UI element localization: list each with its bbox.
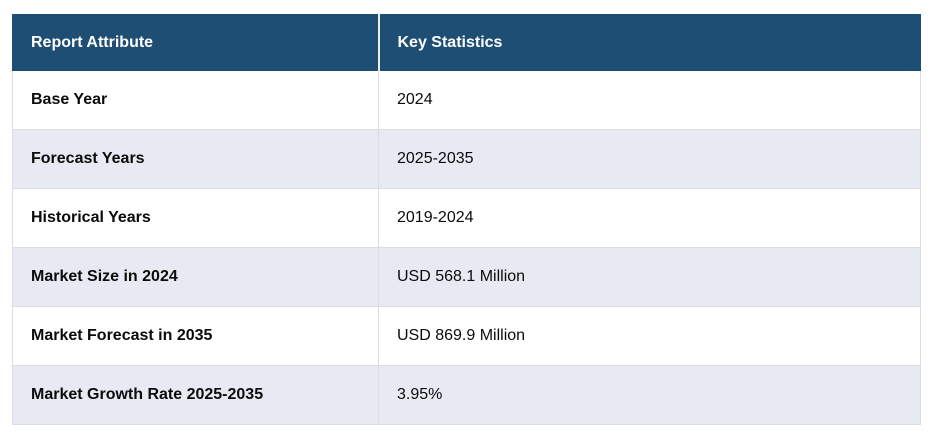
value-cell-market-growth-rate: 3.95% xyxy=(378,365,921,425)
value-cell-base-year: 2024 xyxy=(378,70,921,130)
table-row-base-year: Base Year 2024 xyxy=(12,70,921,130)
table-header-row: Report Attribute Key Statistics xyxy=(12,14,921,71)
value-cell-market-size: USD 568.1 Million xyxy=(378,247,921,307)
attribute-cell-base-year: Base Year xyxy=(12,70,379,130)
column-header-report-attribute: Report Attribute xyxy=(12,14,379,71)
table-row-market-size: Market Size in 2024 USD 568.1 Million xyxy=(12,247,921,307)
column-header-key-statistics: Key Statistics xyxy=(377,14,921,71)
attribute-cell-historical-years: Historical Years xyxy=(12,188,379,248)
table-row-forecast-years: Forecast Years 2025-2035 xyxy=(12,129,921,189)
attribute-cell-market-size: Market Size in 2024 xyxy=(12,247,379,307)
attribute-cell-market-forecast: Market Forecast in 2035 xyxy=(12,306,379,366)
report-statistics-table: Report Attribute Key Statistics Base Yea… xyxy=(12,14,921,425)
value-cell-historical-years: 2019-2024 xyxy=(378,188,921,248)
value-cell-forecast-years: 2025-2035 xyxy=(378,129,921,189)
attribute-cell-forecast-years: Forecast Years xyxy=(12,129,379,189)
table-row-market-forecast: Market Forecast in 2035 USD 869.9 Millio… xyxy=(12,306,921,366)
value-cell-market-forecast: USD 869.9 Million xyxy=(378,306,921,366)
table-row-market-growth-rate: Market Growth Rate 2025-2035 3.95% xyxy=(12,365,921,425)
attribute-cell-market-growth-rate: Market Growth Rate 2025-2035 xyxy=(12,365,379,425)
table-row-historical-years: Historical Years 2019-2024 xyxy=(12,188,921,248)
